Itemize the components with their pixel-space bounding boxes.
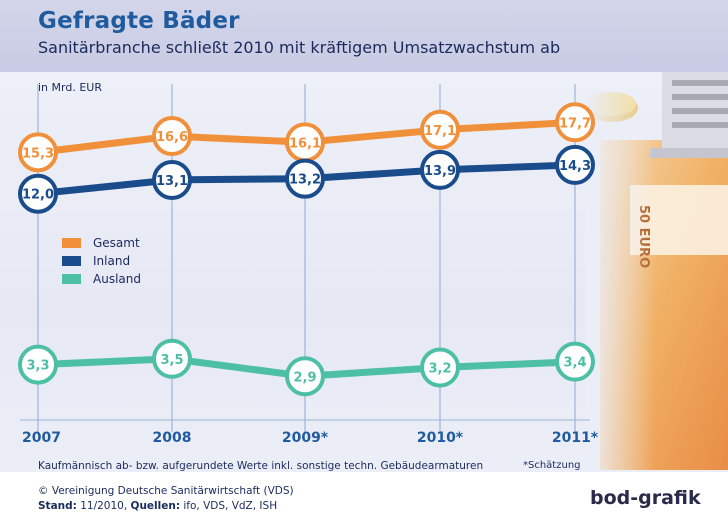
data-label-ausland-2: 2,9: [293, 370, 316, 385]
data-point-inland-3: [420, 149, 460, 190]
data-label-ausland-0: 3,3: [26, 359, 49, 374]
legend-label: Ausland: [93, 272, 141, 286]
data-label-inland-0: 12,0: [22, 188, 54, 203]
data-point-gesamt-3: [420, 109, 460, 150]
data-point-gesamt-4: [555, 102, 595, 143]
footnote: Kaufmännisch ab- bzw. aufgerundete Werte…: [38, 460, 484, 472]
legend-label: Inland: [93, 254, 131, 268]
data-label-inland-2: 13,2: [289, 173, 321, 188]
legend-item-inland: Inland: [62, 252, 141, 270]
data-point-gesamt-1: [152, 116, 192, 157]
source-line: Stand: 11/2010, Quellen: ifo, VDS, VdZ, …: [38, 500, 277, 512]
chart-title: Gefragte Bäder: [38, 8, 240, 34]
estimate-note: *Schätzung: [523, 460, 581, 471]
data-point-ausland-1: [152, 338, 192, 379]
legend-swatch: [62, 274, 81, 284]
legend-item-ausland: Ausland: [62, 270, 141, 288]
data-label-gesamt-0: 15,3: [22, 146, 54, 161]
data-label-inland-1: 13,1: [156, 174, 188, 189]
legend-swatch: [62, 238, 81, 248]
brand-logo: bod-grafik: [590, 487, 701, 509]
source-prefix: Stand:: [38, 500, 77, 512]
data-label-ausland-1: 3,5: [160, 353, 183, 368]
legend: Gesamt Inland Ausland: [62, 234, 141, 288]
legend-swatch: [62, 256, 81, 266]
data-point-ausland-4: [555, 341, 595, 382]
x-tick-label-4: 2011*: [552, 430, 599, 446]
data-label-gesamt-1: 16,6: [156, 130, 188, 145]
data-label-gesamt-2: 16,1: [289, 136, 321, 151]
data-point-ausland-3: [420, 347, 460, 388]
source-date: 11/2010,: [80, 500, 128, 512]
data-point-inland-0: [18, 173, 58, 214]
x-tick-label-0: 2007: [22, 430, 61, 446]
data-point-gesamt-0: [18, 132, 58, 173]
source-label: Quellen:: [130, 500, 181, 512]
header-band: [0, 0, 728, 72]
x-tick-label-1: 2008: [153, 430, 192, 446]
data-label-inland-3: 13,9: [424, 164, 456, 179]
data-point-inland-2: [285, 158, 325, 199]
data-label-ausland-3: 3,2: [428, 362, 451, 377]
legend-item-gesamt: Gesamt: [62, 234, 141, 252]
data-point-ausland-2: [285, 356, 325, 397]
source-list: ifo, VDS, VdZ, ISH: [183, 500, 278, 512]
data-label-gesamt-3: 17,1: [424, 124, 456, 139]
data-point-ausland-0: [18, 344, 58, 385]
data-point-inland-1: [152, 159, 192, 200]
unit-label: in Mrd. EUR: [38, 81, 102, 94]
data-label-inland-4: 14,3: [559, 159, 591, 174]
x-tick-label-2: 2009*: [282, 430, 329, 446]
x-tick-label-3: 2010*: [417, 430, 464, 446]
data-label-gesamt-4: 17,7: [559, 116, 591, 131]
legend-label: Gesamt: [93, 236, 140, 250]
chart-subtitle: Sanitärbranche schließt 2010 mit kräftig…: [38, 38, 561, 57]
data-point-inland-4: [555, 144, 595, 185]
data-label-ausland-4: 3,4: [563, 356, 586, 371]
money-illustration: 50 EURO: [585, 72, 728, 470]
copyright-line: © Vereinigung Deutsche Sanitärwirtschaft…: [38, 485, 294, 497]
